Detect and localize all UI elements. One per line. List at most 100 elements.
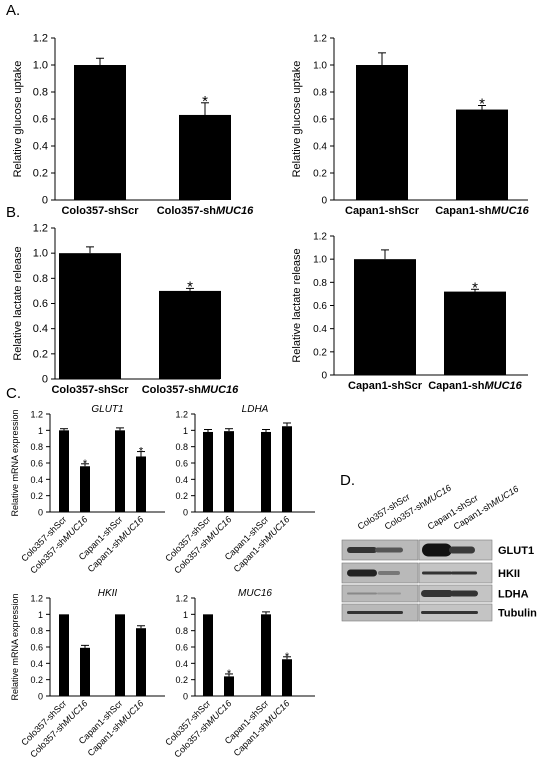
y-tick-label: 0.2	[313, 347, 327, 358]
bar	[59, 253, 121, 379]
bar	[59, 430, 69, 512]
chart-title: HKII	[98, 588, 118, 599]
panel-label-c: C.	[6, 385, 21, 402]
bar	[179, 114, 231, 200]
y-tick-label: 1.2	[30, 594, 43, 604]
blot-band	[421, 611, 453, 614]
y-tick-label: 0.8	[313, 88, 327, 99]
bar	[282, 426, 292, 512]
panel-label-b: B.	[6, 204, 21, 221]
y-tick-label: 1	[183, 426, 188, 436]
glut1-mrna-chart: GLUT1 Relative mRNA expression 0 0.2 0.4 0.6 0…	[10, 404, 165, 576]
bar	[136, 628, 146, 696]
bar	[74, 65, 126, 200]
bar	[456, 109, 508, 200]
hkii-mrna-chart: HKII Relative mRNA expression 0 0.2 0.4 0.6 0.…	[10, 588, 165, 758]
blot-band	[450, 590, 478, 597]
significance-star: *	[83, 458, 88, 470]
bar	[224, 676, 234, 696]
y-axis-label: Relative lactate release	[12, 246, 24, 360]
blot-band	[375, 611, 403, 614]
y-tick-label: 0.2	[33, 168, 48, 180]
y-tick-label: 0.8	[30, 626, 43, 636]
chart-title: LDHA	[242, 404, 269, 415]
y-tick-label: 0	[38, 508, 43, 518]
y-tick-label: 0.8	[313, 278, 327, 289]
y-tick-label: 0	[321, 196, 327, 207]
y-tick-label: 0	[42, 195, 48, 207]
y-tick-label: 0.2	[30, 675, 43, 685]
blot-row-label: Tubulin	[498, 608, 537, 620]
x-tick-label: Capan1-shScr	[348, 380, 423, 392]
bar	[59, 614, 69, 696]
blot-band	[378, 571, 400, 575]
x-tick-label: Colo357-shMUC16	[142, 384, 239, 396]
y-tick-label: 0	[38, 692, 43, 702]
glucose-uptake-colo357-chart: Relative glucose uptake 0 0.2 0.4 0.6 0.8 1.0 1…	[12, 33, 254, 218]
bar	[115, 430, 125, 512]
y-tick-label: 1	[183, 610, 188, 620]
blot-band	[449, 546, 475, 554]
y-tick-label: 1.2	[313, 34, 327, 45]
y-tick-label: 1.2	[33, 223, 48, 235]
y-tick-label: 1.2	[175, 594, 188, 604]
glucose-uptake-capan1-chart: Relative glucose uptake 0 0.2 0.4 0.6 0.8 1.0 1…	[291, 34, 530, 218]
y-tick-label: 0.6	[33, 298, 48, 310]
chart-title: MUC16	[238, 588, 272, 599]
y-tick-label: 0.2	[33, 348, 48, 360]
y-tick-label: 0.8	[175, 442, 188, 452]
panel-label-d: D.	[340, 472, 355, 489]
x-tick-label: Colo357-shMUC16	[157, 205, 254, 217]
y-tick-label: 1.0	[313, 255, 327, 266]
y-tick-label: 0	[321, 371, 327, 382]
bar	[444, 291, 506, 375]
y-axis-label: Relative glucose uptake	[291, 61, 303, 178]
significance-star: *	[285, 651, 290, 663]
significance-star: *	[187, 278, 193, 295]
blot-band	[450, 611, 478, 614]
y-tick-label: 0	[183, 508, 188, 518]
y-tick-label: 1.2	[33, 33, 48, 45]
bar	[80, 647, 90, 696]
y-tick-label: 0.4	[33, 141, 48, 153]
y-tick-label: 1.2	[175, 410, 188, 420]
blot-band	[422, 543, 452, 557]
lactate-release-colo357-chart: Relative lactate release 0 0.2 0.4 0.6 0.8 1.0…	[12, 223, 239, 397]
muc16-mrna-chart: MUC1600.20.40.60.811.2Colo357-shScr*Colo…	[163, 588, 315, 758]
blot-band	[377, 592, 401, 595]
y-axis-label: Relative mRNA expression	[10, 593, 20, 700]
y-tick-label: 1.2	[313, 232, 327, 243]
blot-band	[347, 569, 377, 577]
y-tick-label: 0.6	[30, 643, 43, 653]
y-tick-label: 0.6	[175, 643, 188, 653]
y-tick-label: 0.4	[175, 475, 188, 485]
y-tick-label: 0.2	[175, 491, 188, 501]
significance-star: *	[139, 446, 144, 458]
y-tick-label: 0.2	[30, 491, 43, 501]
significance-star: *	[227, 668, 232, 680]
chart-title: GLUT1	[91, 404, 123, 415]
blot-band	[375, 547, 403, 553]
lactate-release-capan1-chart: Relative lactate release 0 0.2 0.4 0.6 0.8 1.0…	[291, 232, 528, 392]
significance-star: *	[202, 93, 208, 110]
y-tick-label: 0.4	[313, 324, 327, 335]
ldha-mrna-chart: LDHA00.20.40.60.811.2Colo357-shScrColo35…	[163, 404, 315, 576]
y-tick-label: 1.0	[313, 61, 327, 72]
x-tick-label: Capan1-shScr	[345, 205, 420, 217]
x-tick-label: Capan1-shMUC16	[435, 205, 529, 217]
y-tick-label: 0	[183, 692, 188, 702]
blot-row-label: LDHA	[498, 589, 529, 601]
y-tick-label: 0.4	[33, 323, 48, 335]
y-tick-label: 0.4	[175, 659, 188, 669]
bar	[261, 431, 271, 512]
y-tick-label: 1.2	[30, 410, 43, 420]
significance-star: *	[479, 96, 485, 113]
bar	[261, 614, 271, 696]
x-tick-label: Colo357-shScr	[51, 384, 129, 396]
y-tick-label: 1	[38, 426, 43, 436]
y-tick-label: 0.6	[313, 301, 327, 312]
y-tick-label: 0.6	[175, 459, 188, 469]
blot-band	[347, 547, 377, 553]
y-tick-label: 0.4	[30, 475, 43, 485]
bar	[354, 259, 416, 375]
